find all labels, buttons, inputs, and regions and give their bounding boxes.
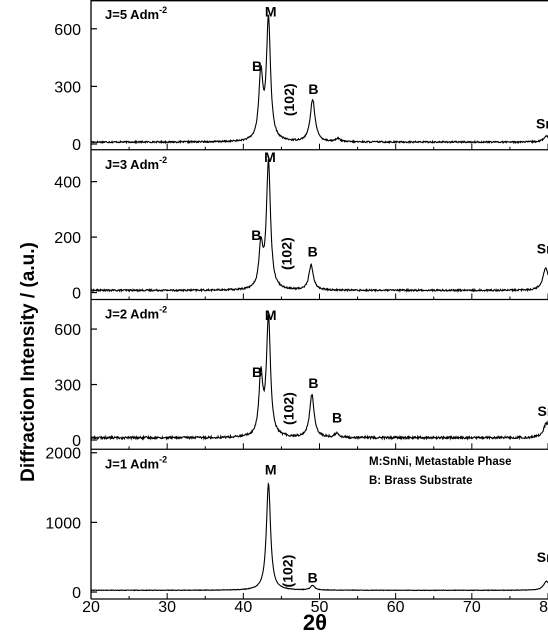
y-tick-label: 200 bbox=[54, 230, 81, 247]
peak-annotation: Sn bbox=[538, 403, 548, 419]
x-tick-label: 20 bbox=[82, 599, 100, 616]
diffraction-trace bbox=[90, 14, 548, 145]
panel-label: J=1 Adm-2 bbox=[105, 454, 167, 471]
peak-annotation: (102) bbox=[280, 555, 296, 588]
y-tick-label: 0 bbox=[72, 433, 81, 450]
peak-annotation: B bbox=[308, 81, 318, 97]
peak-annotation: Sn bbox=[536, 116, 548, 132]
peak-annotation: (102) bbox=[281, 83, 297, 116]
y-tick-label: 0 bbox=[72, 585, 81, 602]
x-axis-label: 2θ bbox=[303, 610, 327, 635]
panel-2: 0 200 400 J=3 Adm-2 B M (102) B Sn bbox=[54, 149, 548, 303]
y-tick-label: 300 bbox=[54, 79, 81, 96]
x-axis: 20 30 40 50 60 70 80 bbox=[82, 599, 548, 616]
peak-annotation: B bbox=[308, 375, 318, 391]
legend: M:SnNi, Metastable Phase B: Brass Substr… bbox=[369, 456, 512, 487]
x-tick-label: 80 bbox=[539, 599, 548, 616]
peak-annotation: B bbox=[252, 364, 262, 380]
plot-panels: 0 300 600 J=5 Adm-2 B M (102) B Sn 0 200 400 J=3 Adm… bbox=[45, 0, 548, 602]
y-tick-label: 400 bbox=[54, 175, 81, 192]
panel-label: J=2 Adm-2 bbox=[105, 305, 167, 322]
peak-annotation: Sn bbox=[537, 549, 548, 565]
y-tick-label: 1000 bbox=[45, 515, 81, 532]
peak-annotation: B bbox=[251, 227, 261, 243]
panel-label: J=3 Adm-2 bbox=[105, 155, 167, 172]
y-axis-label: Diffraction Intensity / (a.u.) bbox=[18, 242, 39, 482]
panel-4: 0 1000 2000 J=1 Adm-2 M (102) B Sn bbox=[45, 446, 548, 602]
x-tick-label: 40 bbox=[234, 599, 252, 616]
diffraction-trace bbox=[90, 314, 548, 441]
y-tick-label: 300 bbox=[54, 378, 81, 395]
peak-annotation: B bbox=[308, 244, 318, 260]
peak-annotation: Sn bbox=[537, 241, 548, 257]
legend-line-brass: B: Brass Substrate bbox=[369, 475, 473, 487]
x-tick-label: 50 bbox=[311, 599, 329, 616]
peak-annotation: B bbox=[308, 569, 318, 585]
peak-annotation: B bbox=[332, 409, 342, 425]
peak-annotation: M bbox=[264, 149, 276, 165]
y-tick-label: 0 bbox=[72, 286, 81, 303]
panel-1: 0 300 600 J=5 Adm-2 B M (102) B Sn bbox=[54, 0, 548, 154]
x-tick-label: 70 bbox=[463, 599, 481, 616]
panel-label-superscript: -2 bbox=[159, 454, 167, 464]
diffraction-trace bbox=[90, 159, 548, 293]
panel-3: 0 300 600 J=2 Adm-2 B M (102) B B Sn bbox=[54, 299, 548, 450]
peak-annotation: M bbox=[265, 461, 277, 477]
peak-annotation: (102) bbox=[280, 392, 296, 425]
x-tick-label: 60 bbox=[387, 599, 405, 616]
y-tick-label: 0 bbox=[72, 137, 81, 154]
peak-annotation: (102) bbox=[279, 237, 295, 270]
peak-annotation: M bbox=[265, 307, 277, 323]
x-tick-label: 30 bbox=[158, 599, 176, 616]
y-tick-label: 2000 bbox=[45, 446, 81, 463]
panel-label-superscript: -2 bbox=[159, 5, 167, 15]
diffraction-trace bbox=[90, 481, 548, 592]
y-tick-label: 600 bbox=[54, 22, 81, 39]
panel-label-superscript: -2 bbox=[159, 305, 167, 315]
legend-line-metastable: M:SnNi, Metastable Phase bbox=[369, 456, 512, 468]
y-tick-label: 600 bbox=[54, 322, 81, 339]
peak-annotation: M bbox=[265, 3, 277, 19]
panel-label: J=5 Adm-2 bbox=[105, 5, 167, 22]
panel-label-superscript: -2 bbox=[159, 155, 167, 165]
peak-annotation: B bbox=[252, 58, 262, 74]
